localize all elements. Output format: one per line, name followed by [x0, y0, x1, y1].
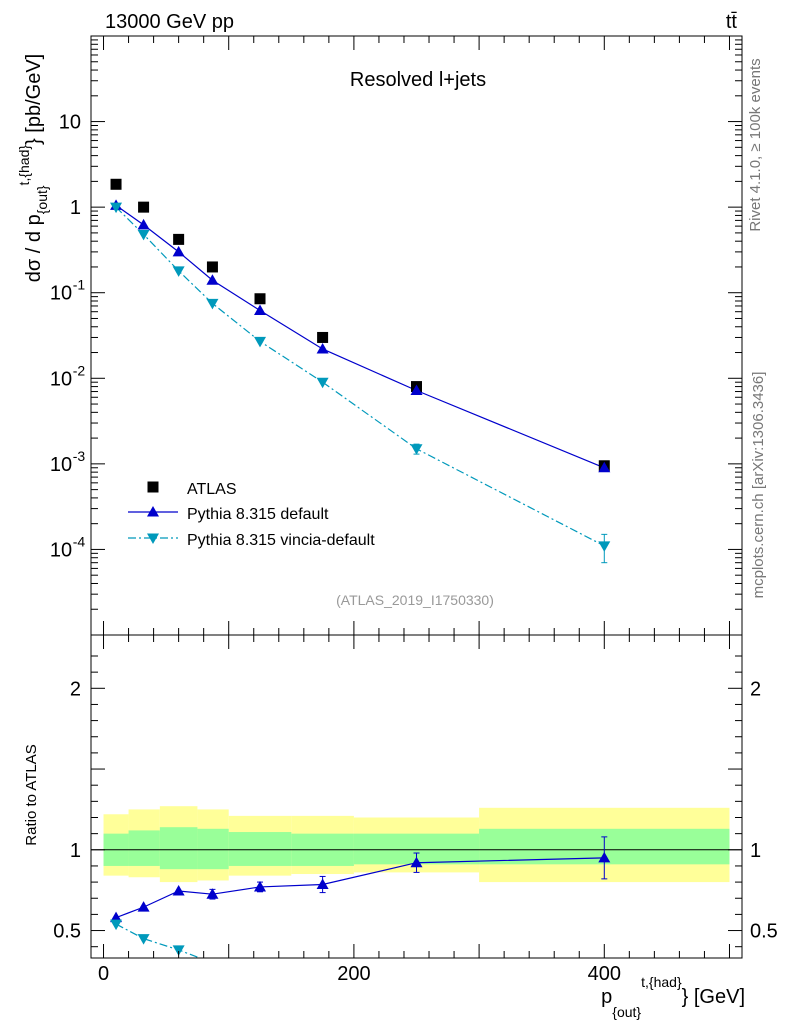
x-tick-label: 0 — [98, 963, 109, 985]
ratio-panel: 0.5 0.5 1 1 2 2 0 200 400 Ratio to ATLAS p{out}t,{… — [23, 634, 778, 1020]
y-tick-label: 10 — [50, 368, 72, 390]
rivet-version-label: Rivet 4.1.0, ≥ 100k events — [747, 58, 764, 231]
legend-atlas-marker — [147, 481, 159, 493]
atlas-data-point — [254, 293, 266, 305]
x-tick-label: 200 — [337, 963, 370, 985]
ratio-content — [91, 806, 742, 969]
y-label-sub: {out} — [34, 185, 50, 214]
atlas-data-point — [173, 233, 185, 245]
x-label-tail: } [GeV] — [682, 986, 745, 1008]
vincia-point — [206, 298, 219, 310]
ratio-y-tick-label-right: 1 — [750, 840, 761, 862]
ratio-y-tick-label-right: 2 — [750, 678, 761, 700]
ratio-default-point — [254, 880, 267, 892]
ratio-default-point — [598, 851, 611, 863]
ratio-y-tick-label: 0.5 — [53, 921, 81, 943]
vincia-point — [137, 229, 150, 241]
y-label-tail: } [pb/GeV] — [23, 54, 45, 145]
ratio-vincia-line — [115, 923, 202, 958]
y-tick-label: 10 — [59, 112, 81, 134]
vincia-point — [410, 444, 423, 455]
pythia-default-point — [316, 342, 329, 354]
main-y-ticks — [91, 39, 742, 636]
pythia-default-series-line — [115, 204, 605, 469]
x-label-sub: {out} — [612, 1004, 641, 1020]
legend-default-marker — [147, 506, 159, 517]
ratio-y-tick-label: 2 — [70, 678, 81, 700]
ratio-y-axis-label: Ratio to ATLAS — [23, 744, 40, 845]
y-tick-label: 10 — [50, 539, 72, 561]
uncertainty-band-inner — [197, 828, 229, 870]
y-tick-label-exponent: -4 — [73, 533, 86, 549]
ratio-vincia-point — [206, 958, 218, 969]
ratio-default-point — [172, 884, 185, 896]
ratio-vincia-point — [137, 934, 150, 945]
ratio-default-point — [410, 856, 423, 868]
pythia-default-point — [598, 461, 611, 473]
x-label-main: p — [601, 986, 612, 1008]
pythia-default-point — [254, 304, 267, 315]
legend-atlas-label: ATLAS — [187, 481, 237, 498]
plot-title: Resolved l+jets — [350, 69, 486, 91]
pythia-default-point — [206, 274, 219, 285]
uncertainty-band-inner — [228, 832, 292, 866]
vincia-point — [254, 336, 267, 348]
atlas-data-point — [317, 331, 329, 343]
ratio-y-tick-label-right: 0.5 — [750, 921, 778, 943]
y-tick-label: 10 — [50, 454, 72, 476]
legend-vincia-marker — [147, 533, 159, 544]
atlas-data-point — [206, 261, 218, 273]
y-tick-label: 10 — [50, 283, 72, 305]
y-tick-label-exponent: -1 — [73, 277, 86, 293]
ratio-default-point — [316, 878, 329, 890]
uncertainty-band-inner — [159, 827, 198, 870]
x-label-sup: t,{had} — [641, 974, 682, 990]
y-tick-label-exponent: -2 — [73, 362, 86, 378]
vincia-point — [316, 377, 329, 389]
ratio-vincia-point — [110, 919, 123, 931]
y-label-sup: t,{had} — [16, 145, 32, 186]
vincia-point — [110, 202, 123, 214]
ratio-default-point — [206, 888, 219, 899]
pythia-default-point — [137, 218, 150, 230]
legend-vincia-label: Pythia 8.315 vincia-default — [187, 532, 375, 549]
atlas-data-point — [110, 178, 122, 190]
main-y-axis-label: dσ / d p{out}t,{had}} [pb/GeV] — [16, 54, 50, 282]
legend-default-label: Pythia 8.315 default — [187, 506, 329, 523]
y-label-main: dσ / d p — [23, 214, 45, 282]
x-axis-label: p{out}t,{had}} [GeV] — [601, 974, 745, 1020]
ratio-default-point — [137, 901, 150, 912]
ratio-vincia-point — [172, 945, 185, 956]
analysis-watermark: (ATLAS_2019_I1750330) — [336, 592, 494, 608]
y-tick-label-exponent: -3 — [73, 448, 86, 464]
vincia-series-line — [115, 206, 605, 547]
main-x-ticks — [103, 36, 730, 635]
energy-label: 13000 GeV pp — [105, 11, 234, 33]
vincia-point — [172, 266, 185, 277]
legend: ATLAS Pythia 8.315 default Pythia 8.315 vi… — [128, 481, 375, 549]
vincia-point — [598, 541, 611, 552]
pythia-default-point — [410, 384, 423, 395]
atlas-data-point — [138, 201, 150, 213]
y-tick-label: 1 — [70, 197, 81, 219]
ratio-default-point — [110, 911, 123, 923]
uncertainty-band-inner — [128, 830, 160, 866]
ratio-y-tick-label: 1 — [70, 840, 81, 862]
process-label: tt̄ — [726, 11, 738, 33]
ratio-default-line — [115, 857, 605, 919]
mcplots-reference-label: mcplots.cern.ch [arXiv:1306.3436] — [750, 372, 767, 599]
x-tick-label: 400 — [588, 963, 621, 985]
ratio-plot-frame — [90, 634, 743, 959]
pythia-default-point — [172, 245, 185, 257]
